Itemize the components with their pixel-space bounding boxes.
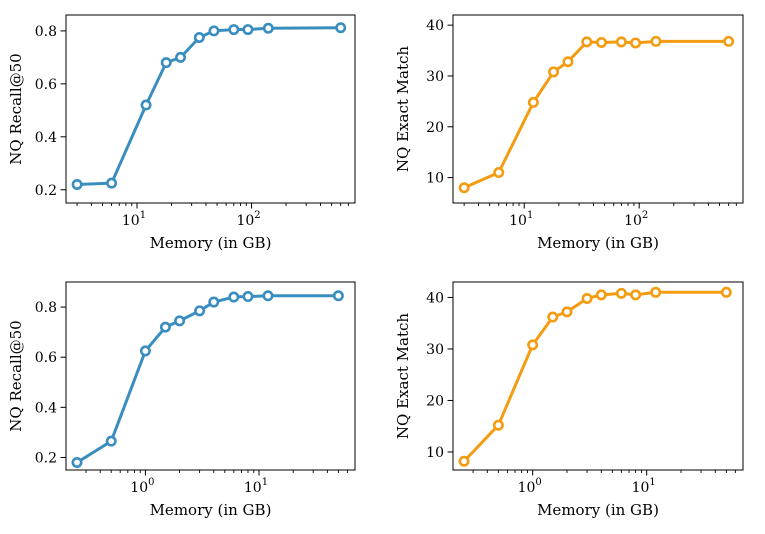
chart-panel-4: 100 101 10 20 30 40 Memory (in GB) NQ Exact Mat… [394,281,744,519]
x-tick-label: 101 [632,477,656,496]
data-point [723,35,735,47]
y-tick-label: 10 [426,171,444,187]
data-point [175,51,187,63]
data-point [720,286,732,298]
data-point [548,66,560,78]
data-point [595,36,607,48]
data-point [650,35,662,47]
axes-frame [65,281,356,471]
axes-frame [452,281,744,471]
data-point [228,24,240,36]
data-point [242,291,254,303]
x-axis-label: Memory (in GB) [150,234,272,252]
axes-frame [452,14,744,204]
y-tick-label: 0.6 [35,77,57,93]
data-point [615,36,627,48]
data-point [527,96,539,108]
data-point [159,321,171,333]
data-point [595,289,607,301]
data-point [547,311,559,323]
axes-frame [65,14,356,204]
y-tick-label: 0.4 [35,400,57,416]
x-tick-label: 101 [244,477,268,496]
chart-panel-2: 101 102 10 20 30 40 Memory (in GB) NQ Exact Mat… [394,14,744,252]
data-point [228,291,240,303]
data-point [71,456,83,468]
data-point [262,22,274,34]
x-tick-label: 102 [236,210,260,229]
data-point [458,182,470,194]
data-point [194,305,206,317]
data-point [106,177,118,189]
x-axis-label: Memory (in GB) [150,501,272,519]
data-point [193,32,205,44]
series-line [75,294,340,464]
x-tick-label: 101 [122,210,146,229]
data-point [650,286,662,298]
x-tick-label: 101 [509,210,533,229]
data-point [262,290,274,302]
y-tick-label: 20 [426,120,444,136]
y-tick-label: 0.8 [35,300,57,316]
x-axis-label: Memory (in GB) [537,501,659,519]
data-point [492,419,504,431]
data-point [105,435,117,447]
y-tick-label: 40 [426,18,444,34]
x-tick-label: 100 [518,477,542,496]
data-point [332,290,344,302]
data-point [615,287,627,299]
data-point [581,292,593,304]
data-point [208,296,220,308]
data-point [630,37,642,49]
x-tick-label: 100 [130,477,154,496]
y-tick-label: 30 [426,69,444,85]
series-line [462,290,728,463]
y-tick-label: 0.4 [35,130,57,146]
chart-panel-1: 101 102 0.2 0.4 0.6 0.8 Memory (in GB) NQ Recal… [7,14,356,252]
data-point [458,455,470,467]
data-point [493,167,505,179]
data-point [561,306,573,318]
y-axis-label: NQ Recall@50 [7,320,25,431]
y-tick-label: 30 [426,342,444,358]
data-point [562,56,574,68]
data-point [71,178,83,190]
data-point [242,24,254,36]
y-tick-label: 0.6 [35,350,57,366]
data-point [160,57,172,69]
data-point [630,289,642,301]
data-point [174,315,186,327]
data-point [527,339,539,351]
chart-panel-3: 100 101 0.2 0.4 0.6 0.8 Memory (in GB) NQ Recal… [7,281,356,519]
y-axis-label: NQ Exact Match [394,46,412,172]
y-tick-label: 0.2 [35,450,57,466]
x-axis-label: Memory (in GB) [537,234,659,252]
data-point [208,25,220,37]
series-line [462,39,731,190]
data-point [581,36,593,48]
y-tick-label: 40 [426,290,444,306]
y-axis-label: NQ Recall@50 [7,53,25,164]
data-point [335,22,347,34]
y-tick-label: 0.8 [35,24,57,40]
y-tick-label: 10 [426,445,444,461]
y-tick-label: 0.2 [35,183,57,199]
y-axis-label: NQ Exact Match [394,313,412,439]
series-line [75,26,343,186]
x-tick-label: 102 [624,210,648,229]
data-point [139,345,151,357]
y-tick-label: 20 [426,393,444,409]
data-point [140,99,152,111]
